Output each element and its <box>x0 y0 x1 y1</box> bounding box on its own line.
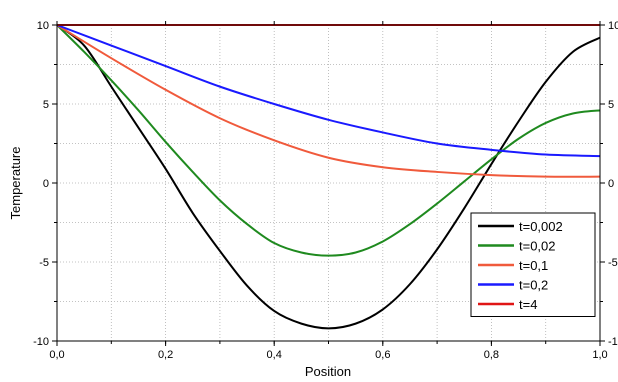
series-line-2 <box>56 24 601 178</box>
y-tick-label-right: 0 <box>608 178 614 190</box>
y-tick-label-right: 5 <box>608 99 614 111</box>
x-tick-label: 0,6 <box>375 349 390 361</box>
y-tick-label-left: 0 <box>43 178 49 190</box>
y-tick-label-right: 10 <box>608 20 618 32</box>
legend-label: t=0,02 <box>519 239 556 254</box>
y-tick-label-left: -10 <box>33 336 49 348</box>
series-line-1 <box>56 24 601 257</box>
x-tick-label: 0,0 <box>49 349 64 361</box>
series-line-0 <box>56 24 601 330</box>
legend-label: t=0,002 <box>519 219 563 234</box>
y-tick-label-left: 5 <box>43 99 49 111</box>
legend-label: t=4 <box>519 297 537 312</box>
y-tick-label-left: 10 <box>37 20 49 32</box>
x-axis-title: Position <box>305 364 351 379</box>
x-tick-label: 0,2 <box>158 349 173 361</box>
ticks: 0,0 0,2 0,4 0,6 0,8 1,0 10 10 5 5 0 0 -5 -5 -10 -10 <box>33 20 618 361</box>
legend: t=0,002 t=0,02 t=0,1 t=0,2 t=4 <box>470 212 596 317</box>
legend-label: t=0,2 <box>519 278 548 293</box>
legend-label: t=0,1 <box>519 258 548 273</box>
x-tick-label: 0,4 <box>267 349 282 361</box>
series-line-3 <box>56 24 601 158</box>
y-tick-label-right: -10 <box>608 336 618 348</box>
y-tick-label-right: -5 <box>608 257 618 269</box>
y-tick-label-left: -5 <box>39 257 49 269</box>
y-axis-title: Temperature <box>8 147 23 220</box>
x-tick-label: 1,0 <box>592 349 607 361</box>
x-tick-label: 0,8 <box>484 349 499 361</box>
